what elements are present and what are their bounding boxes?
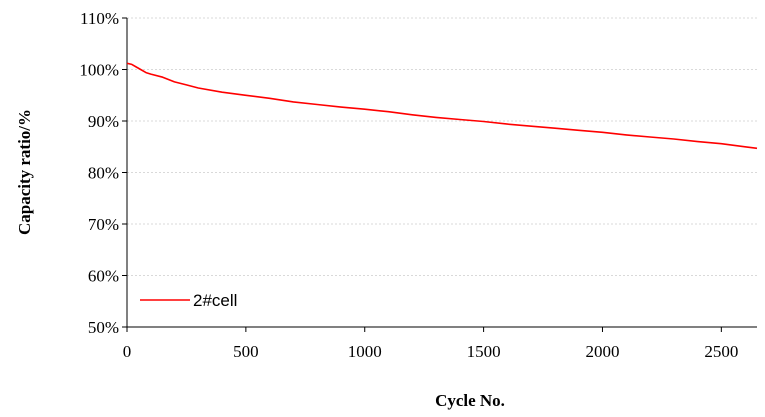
x-tick-label: 2500 [704,342,738,361]
x-tick-label: 500 [233,342,259,361]
y-axis-ticks: 50% 60% 70% 80% 90% 100% 110% [79,9,127,337]
y-tick-label: 50% [88,318,119,337]
x-tick-label: 1000 [348,342,382,361]
x-tick-label: 0 [123,342,132,361]
x-axis-title: Cycle No. [435,391,505,410]
series-line [126,62,758,150]
y-axis-title: Capacity ratio/% [15,109,34,235]
y-tick-label: 100% [79,61,119,80]
x-tick-label: 1500 [467,342,501,361]
legend: 2#cell [140,291,237,310]
y-tick-label: 90% [88,112,119,131]
x-tick-label: 2000 [585,342,619,361]
gridlines [127,17,757,276]
legend-label: 2#cell [193,291,237,310]
y-tick-label: 110% [80,9,119,28]
x-axis-ticks: 0 500 1000 1500 2000 2500 [123,327,738,361]
y-tick-label: 60% [88,267,119,286]
y-tick-label: 80% [88,164,119,183]
y-tick-label: 70% [88,215,119,234]
series-layer [126,62,758,150]
